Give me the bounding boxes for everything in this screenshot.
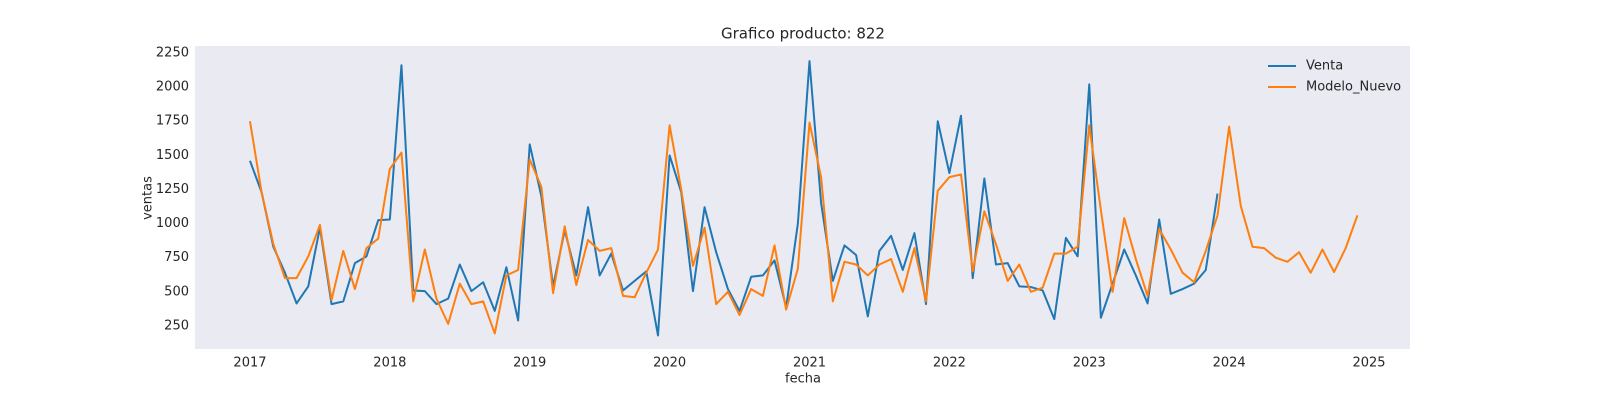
y-tick-label: 750 [164, 250, 189, 265]
x-tick-label: 2018 [373, 356, 406, 371]
x-tick-label: 2023 [1073, 356, 1106, 371]
y-tick-label: 2000 [156, 80, 189, 95]
x-axis-label: fecha [785, 372, 821, 387]
legend-label: Venta [1306, 59, 1343, 74]
y-tick-label: 1250 [156, 182, 189, 197]
x-tick-label: 2019 [513, 356, 546, 371]
y-axis-label: ventas [141, 176, 156, 220]
x-tick-label: 2020 [653, 356, 686, 371]
y-tick-label: 1750 [156, 114, 189, 129]
x-tick-label: 2021 [793, 356, 826, 371]
x-tick-label: 2025 [1352, 356, 1385, 371]
legend-label: Modelo_Nuevo [1306, 80, 1401, 95]
x-tick-label: 2024 [1213, 356, 1246, 371]
series-line [249, 60, 1219, 337]
y-tick-label: 1500 [156, 148, 189, 163]
y-tick-label: 1000 [156, 216, 189, 231]
y-tick-label: 500 [164, 284, 189, 299]
y-tick-label: 250 [164, 318, 189, 333]
plot-area [195, 46, 1410, 349]
x-tick-label: 2022 [933, 356, 966, 371]
series-line [248, 121, 1359, 335]
y-tick-label: 2250 [156, 45, 189, 60]
chart-title: Grafico producto: 822 [721, 25, 885, 43]
x-tick-label: 2017 [233, 356, 266, 371]
